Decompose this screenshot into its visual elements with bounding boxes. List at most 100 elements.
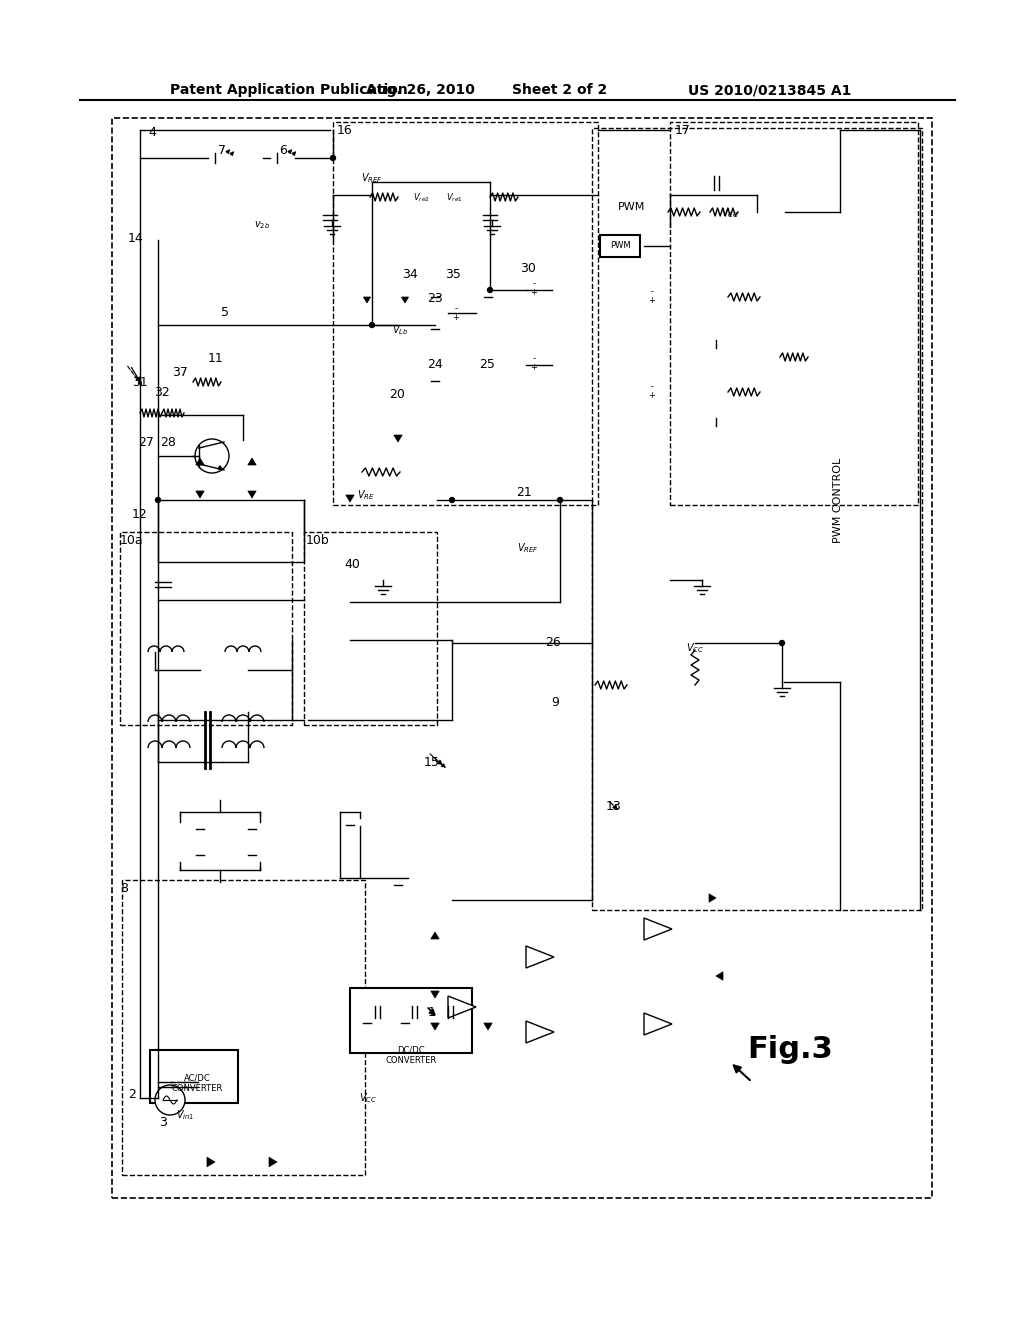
Text: 31: 31 <box>132 375 147 388</box>
Text: -: - <box>532 354 536 363</box>
Bar <box>592 128 922 909</box>
Text: $V_{REF}$: $V_{REF}$ <box>361 172 383 185</box>
Text: 34: 34 <box>402 268 418 281</box>
Text: 9: 9 <box>551 697 559 710</box>
Circle shape <box>156 498 161 503</box>
Text: -: - <box>650 381 653 391</box>
Text: $V_{CC}$: $V_{CC}$ <box>359 1092 377 1105</box>
Polygon shape <box>431 1023 439 1030</box>
Polygon shape <box>449 997 476 1018</box>
Text: 5: 5 <box>221 306 229 319</box>
Text: 3: 3 <box>159 1115 167 1129</box>
Text: $V_{in1}$: $V_{in1}$ <box>176 1107 195 1122</box>
Text: 30: 30 <box>520 261 536 275</box>
Text: -: - <box>532 279 536 288</box>
Polygon shape <box>401 297 409 304</box>
Text: 28: 28 <box>160 437 176 450</box>
Text: 23: 23 <box>427 292 442 305</box>
Polygon shape <box>248 491 256 498</box>
Polygon shape <box>483 1023 493 1030</box>
Polygon shape <box>526 946 554 968</box>
Polygon shape <box>644 917 672 940</box>
Circle shape <box>450 498 455 503</box>
Text: 16: 16 <box>337 124 352 136</box>
Polygon shape <box>526 1020 554 1043</box>
Bar <box>122 880 365 1175</box>
Text: Patent Application Publication: Patent Application Publication <box>170 83 408 96</box>
Text: $v_{2b}$: $v_{2b}$ <box>254 219 270 231</box>
Text: 10a: 10a <box>120 533 143 546</box>
Polygon shape <box>709 894 716 902</box>
Text: $V_{CC}$: $V_{CC}$ <box>721 206 739 220</box>
Text: PWM CONTROL: PWM CONTROL <box>833 457 843 543</box>
Bar <box>112 117 932 1199</box>
Bar <box>304 532 437 725</box>
Text: PWM: PWM <box>618 202 646 213</box>
Bar <box>150 1049 238 1104</box>
Text: $V_{REF}$: $V_{REF}$ <box>517 541 539 554</box>
Polygon shape <box>644 1012 672 1035</box>
Text: +: + <box>530 363 538 372</box>
Text: 6: 6 <box>280 144 287 157</box>
Text: 21: 21 <box>516 486 531 499</box>
Text: 2: 2 <box>128 1089 136 1101</box>
Text: 1: 1 <box>428 1006 436 1019</box>
Text: $V_{Lb}$: $V_{Lb}$ <box>392 323 409 337</box>
Text: -: - <box>455 304 458 313</box>
Circle shape <box>331 156 336 161</box>
Text: 10b: 10b <box>306 533 330 546</box>
Polygon shape <box>364 297 371 304</box>
Text: +: + <box>648 391 655 400</box>
Text: +: + <box>530 288 538 297</box>
Text: 37: 37 <box>172 366 188 379</box>
Text: US 2010/0213845 A1: US 2010/0213845 A1 <box>688 83 852 96</box>
Text: 27: 27 <box>138 437 154 450</box>
Text: 8: 8 <box>120 882 128 895</box>
Polygon shape <box>346 495 354 502</box>
Circle shape <box>195 440 229 473</box>
Polygon shape <box>248 458 256 465</box>
Bar <box>600 235 640 257</box>
Polygon shape <box>207 1158 215 1167</box>
Text: DC/DC
CONVERTER: DC/DC CONVERTER <box>385 1045 436 1065</box>
Polygon shape <box>269 1158 278 1167</box>
Polygon shape <box>431 991 439 998</box>
Text: Sheet 2 of 2: Sheet 2 of 2 <box>512 83 607 96</box>
Text: $V_{RE}$: $V_{RE}$ <box>357 488 375 502</box>
Text: AC/DC
CONVERTER: AC/DC CONVERTER <box>171 1073 222 1093</box>
Circle shape <box>155 1085 185 1115</box>
Text: 26: 26 <box>545 636 561 649</box>
Text: +: + <box>648 296 655 305</box>
Text: 35: 35 <box>445 268 461 281</box>
Bar <box>670 121 918 506</box>
Text: Aug. 26, 2010: Aug. 26, 2010 <box>366 83 474 96</box>
Text: 17: 17 <box>675 124 691 136</box>
Text: PWM: PWM <box>609 242 631 251</box>
Text: 24: 24 <box>427 359 442 371</box>
Text: $V_{CC}$: $V_{CC}$ <box>686 642 705 655</box>
Text: 20: 20 <box>389 388 404 401</box>
Bar <box>350 987 472 1053</box>
Polygon shape <box>716 972 723 981</box>
Text: 40: 40 <box>344 558 360 572</box>
Text: $V_{re2}$: $V_{re2}$ <box>413 191 429 205</box>
Polygon shape <box>196 491 204 498</box>
Circle shape <box>557 498 562 503</box>
Polygon shape <box>394 436 402 442</box>
Text: 4: 4 <box>148 127 156 140</box>
Text: 25: 25 <box>479 359 495 371</box>
Polygon shape <box>196 458 204 465</box>
Circle shape <box>487 288 493 293</box>
Text: -: - <box>650 286 653 296</box>
Text: Fig.3: Fig.3 <box>748 1035 833 1064</box>
Bar <box>120 532 292 725</box>
Text: 14: 14 <box>128 231 144 244</box>
Text: 7: 7 <box>218 144 226 157</box>
Text: $V_{re1}$: $V_{re1}$ <box>445 191 463 205</box>
Text: 11: 11 <box>208 351 224 364</box>
Circle shape <box>370 322 375 327</box>
Text: +: + <box>453 313 460 322</box>
Text: 12: 12 <box>132 508 147 521</box>
Polygon shape <box>431 932 439 939</box>
Text: 13: 13 <box>606 800 622 813</box>
